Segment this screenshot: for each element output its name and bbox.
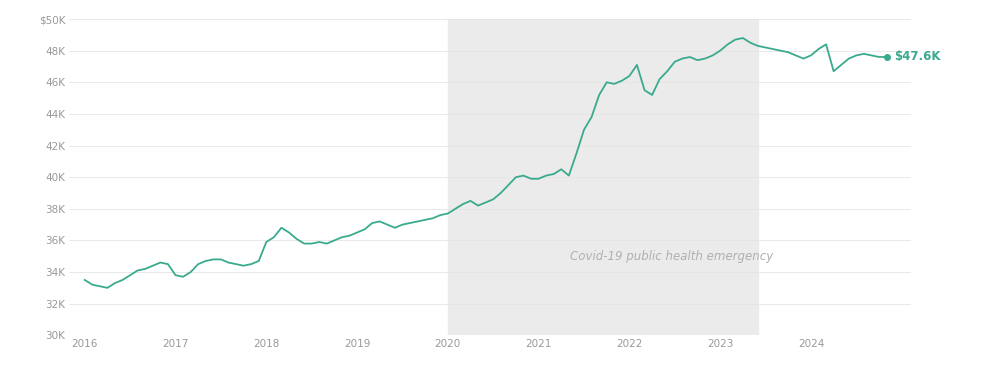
Bar	[447, 19, 758, 335]
Text: $47.6K: $47.6K	[894, 51, 940, 64]
Text: Covid-19 public health emergency: Covid-19 public health emergency	[570, 250, 773, 263]
